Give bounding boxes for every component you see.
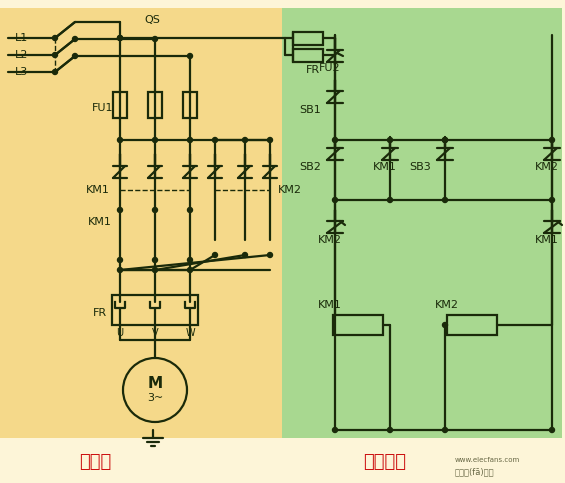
Text: L2: L2: [15, 50, 29, 60]
Circle shape: [188, 268, 193, 272]
Text: KM1: KM1: [373, 162, 397, 172]
Text: QS: QS: [144, 15, 160, 25]
Circle shape: [332, 138, 337, 142]
Circle shape: [153, 268, 158, 272]
Text: W: W: [185, 328, 195, 338]
Text: KM1: KM1: [86, 185, 110, 195]
Text: U: U: [116, 328, 124, 338]
Circle shape: [332, 427, 337, 432]
Circle shape: [53, 53, 58, 57]
Bar: [282, 8, 562, 438]
Circle shape: [188, 257, 193, 262]
Circle shape: [550, 138, 554, 142]
Circle shape: [388, 198, 393, 202]
Text: SB2: SB2: [299, 162, 321, 172]
Text: FR: FR: [93, 308, 107, 318]
Circle shape: [442, 323, 447, 327]
Circle shape: [118, 35, 123, 41]
Circle shape: [442, 427, 447, 432]
Bar: [183, 92, 197, 118]
Bar: [293, 49, 323, 62]
Circle shape: [153, 138, 158, 142]
Circle shape: [242, 138, 247, 142]
Text: 3~: 3~: [147, 393, 163, 403]
Text: KM2: KM2: [278, 185, 302, 195]
Text: L1: L1: [15, 33, 29, 43]
Text: SB1: SB1: [299, 105, 321, 115]
Bar: [293, 32, 323, 45]
Bar: [447, 315, 497, 335]
Bar: [112, 295, 198, 325]
Circle shape: [212, 138, 218, 142]
Text: 電子發(fā)燒友: 電子發(fā)燒友: [455, 468, 494, 477]
Circle shape: [442, 138, 447, 142]
Circle shape: [550, 198, 554, 202]
Circle shape: [72, 54, 77, 58]
Circle shape: [153, 37, 158, 42]
Text: KM1: KM1: [88, 217, 112, 227]
Circle shape: [188, 208, 193, 213]
Circle shape: [388, 138, 393, 142]
Text: KM2: KM2: [535, 162, 559, 172]
Bar: [113, 92, 127, 118]
Circle shape: [118, 35, 123, 41]
Circle shape: [550, 427, 554, 432]
Bar: [333, 315, 383, 335]
Text: KM1: KM1: [318, 300, 342, 310]
Circle shape: [118, 208, 123, 213]
Text: L3: L3: [15, 67, 29, 77]
Text: KM2: KM2: [435, 300, 459, 310]
Text: V: V: [151, 328, 158, 338]
Text: 主电路: 主电路: [79, 453, 111, 471]
Circle shape: [388, 427, 393, 432]
Circle shape: [72, 37, 77, 42]
Circle shape: [442, 198, 447, 202]
Circle shape: [118, 138, 123, 142]
Text: www.elecfans.com: www.elecfans.com: [455, 457, 520, 463]
Bar: [0, 8, 282, 438]
Circle shape: [242, 253, 247, 257]
Text: FU2: FU2: [319, 63, 341, 73]
Circle shape: [53, 35, 58, 41]
Circle shape: [332, 198, 337, 202]
Circle shape: [188, 54, 193, 58]
Circle shape: [442, 138, 447, 142]
Text: FR: FR: [306, 65, 320, 75]
Circle shape: [153, 208, 158, 213]
Circle shape: [267, 138, 272, 142]
Text: KM2: KM2: [318, 235, 342, 245]
Text: FU1: FU1: [92, 103, 114, 113]
Text: KM1: KM1: [535, 235, 559, 245]
Circle shape: [118, 268, 123, 272]
Circle shape: [188, 138, 193, 142]
Text: SB3: SB3: [409, 162, 431, 172]
Bar: [148, 92, 162, 118]
Circle shape: [118, 257, 123, 262]
Circle shape: [267, 253, 272, 257]
Text: M: M: [147, 375, 163, 390]
Text: 控制电路: 控制电路: [363, 453, 406, 471]
Circle shape: [153, 257, 158, 262]
Circle shape: [53, 70, 58, 74]
Circle shape: [212, 253, 218, 257]
